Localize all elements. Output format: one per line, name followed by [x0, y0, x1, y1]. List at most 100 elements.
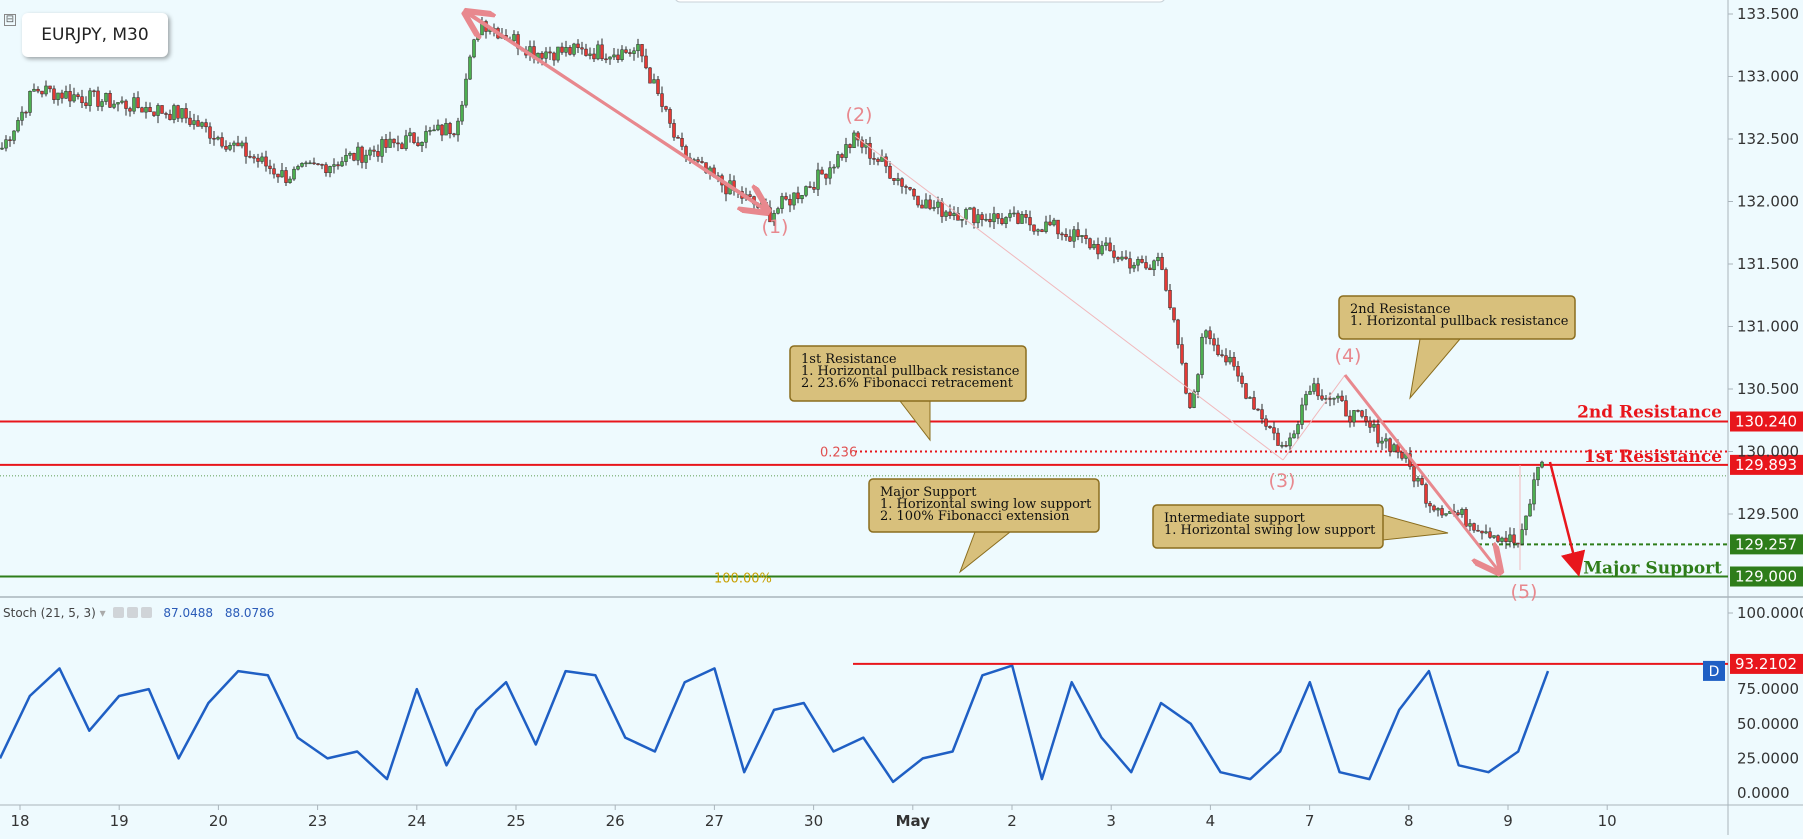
- candle-body: [1312, 383, 1316, 392]
- callout-major-support-line: Major Support: [880, 485, 977, 500]
- candle-body: [1516, 542, 1520, 545]
- candle-body: [1332, 397, 1336, 400]
- stoch-marker-value: 93.2102: [1735, 655, 1797, 673]
- price-tag: [1730, 411, 1803, 432]
- candle-body: [140, 107, 144, 113]
- symbol-label[interactable]: EURJPY, M30: [22, 13, 168, 57]
- candle-body: [964, 209, 968, 220]
- stoch-close-icon[interactable]: [140, 607, 152, 618]
- candle-body: [1072, 229, 1076, 242]
- candle-body: [448, 123, 452, 135]
- candle-body: [896, 178, 900, 181]
- candle-body: [608, 56, 612, 60]
- candle-body: [372, 149, 376, 152]
- candle-body: [1348, 415, 1352, 423]
- projection-arrow: [1548, 461, 1586, 577]
- candle-body: [428, 130, 432, 132]
- x-axis-label: 9: [1503, 812, 1513, 830]
- candle-body: [1064, 234, 1068, 237]
- candle-body: [1276, 432, 1280, 446]
- candle-body: [1104, 242, 1108, 246]
- collapse-icon[interactable]: ⊟: [4, 14, 16, 26]
- candle-body: [280, 170, 284, 178]
- candle-body: [800, 194, 804, 200]
- wave-label-3: (3): [1269, 470, 1296, 492]
- candle-body: [356, 146, 360, 161]
- candle-body: [464, 78, 468, 106]
- stoch-d-badge-label: D: [1709, 664, 1720, 680]
- candle-body: [1428, 503, 1432, 507]
- stoch-scale-label: 25.0000: [1737, 749, 1799, 767]
- candle-body: [1240, 375, 1244, 384]
- stoch-dropdown-icon[interactable]: ▾: [99, 606, 106, 620]
- candle-body: [476, 34, 480, 40]
- candle-body: [1540, 461, 1544, 468]
- candle-body: [324, 164, 328, 174]
- candle-body: [1492, 535, 1496, 538]
- candle-body: [1368, 420, 1372, 428]
- candle-body: [680, 138, 684, 147]
- candle-body: [392, 138, 396, 144]
- price-tag: [1730, 454, 1803, 475]
- candle-body: [812, 186, 816, 190]
- candle-body: [244, 142, 248, 157]
- candle-body: [388, 138, 392, 148]
- candle-body: [60, 92, 64, 99]
- candle-body: [364, 154, 368, 163]
- candle-body: [336, 164, 340, 167]
- candle-body: [1416, 478, 1420, 482]
- label-major-support: Major Support: [1583, 559, 1722, 579]
- candle-body: [308, 162, 312, 165]
- candle-body: [968, 207, 972, 210]
- candle-body: [920, 204, 924, 209]
- candle-body: [1300, 404, 1304, 425]
- candle-body: [616, 54, 620, 60]
- candle-body: [604, 58, 608, 61]
- candle-body: [1308, 391, 1312, 395]
- candle-body: [1116, 257, 1120, 260]
- candle-body: [1120, 256, 1124, 260]
- candle-body: [568, 47, 572, 55]
- candle-body: [1224, 355, 1228, 363]
- wave-label-5: (5): [1511, 581, 1538, 603]
- candle-body: [1160, 257, 1164, 270]
- x-axis-label: 20: [209, 812, 228, 830]
- candle-body: [940, 201, 944, 217]
- candle-body: [112, 103, 116, 108]
- stoch-source-icon[interactable]: [126, 607, 138, 618]
- candle-body: [212, 137, 216, 140]
- wave-line-2-3: [854, 135, 1284, 461]
- candle-body: [512, 34, 516, 42]
- candle-body: [220, 137, 224, 147]
- candle-body: [1216, 344, 1220, 355]
- candle-body: [288, 178, 292, 183]
- candle-body: [68, 91, 72, 102]
- candle-body: [1040, 229, 1044, 232]
- price-scale-label: 130.000: [1737, 443, 1799, 461]
- candle-body: [116, 102, 120, 105]
- price-tag-label: 129.257: [1735, 535, 1797, 553]
- candle-body: [1304, 394, 1308, 406]
- price-tag-label: 129.893: [1735, 456, 1797, 474]
- candle-body: [652, 79, 656, 84]
- callout-1st-resistance-box: [789, 345, 1027, 402]
- x-axis-label: 10: [1598, 812, 1617, 830]
- candle-body: [456, 120, 460, 136]
- candle-body: [1208, 330, 1212, 339]
- candle-body: [856, 132, 860, 141]
- candle-body: [852, 132, 856, 149]
- candle-body: [1424, 484, 1428, 504]
- candle-body: [584, 48, 588, 56]
- candle-body: [1384, 438, 1388, 442]
- candle-body: [1532, 479, 1536, 505]
- candle-body: [1432, 505, 1436, 511]
- stoch-settings-icon[interactable]: [112, 607, 124, 618]
- price-scale-label: 130.500: [1737, 380, 1799, 398]
- candle-body: [236, 142, 240, 147]
- callout-major-support-line: 2. 100% Fibonacci extension: [880, 509, 1070, 524]
- candle-body: [1196, 374, 1200, 392]
- candle-body: [780, 196, 784, 209]
- candle-body: [96, 90, 100, 107]
- stoch-line: [0, 664, 1550, 784]
